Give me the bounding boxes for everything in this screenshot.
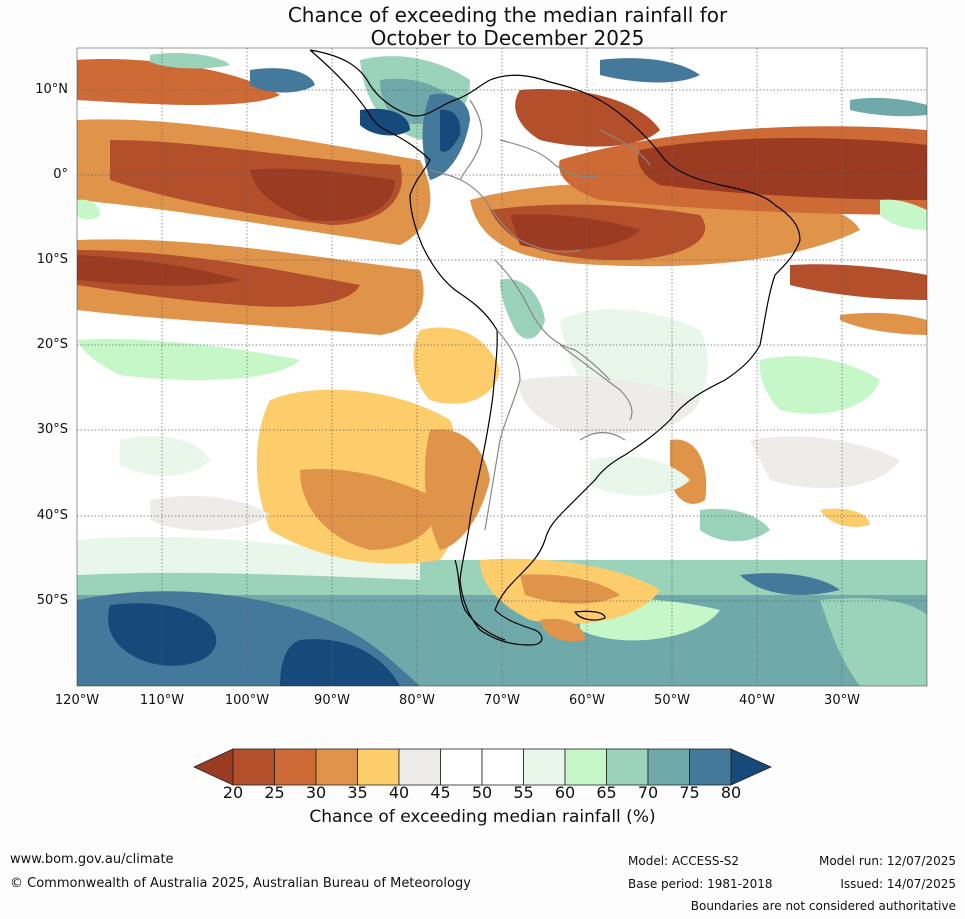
lat-label-50s: 50°S xyxy=(36,593,68,608)
lon-label-80w: 80°W xyxy=(399,693,435,708)
map-title-line-2: October to December 2025 xyxy=(370,26,645,50)
lon-label-50w: 50°W xyxy=(654,693,690,708)
colorbar-tick: 65 xyxy=(596,783,617,802)
colorbar-tick: 35 xyxy=(347,783,368,802)
lon-label-120w: 120°W xyxy=(54,693,100,708)
colorbar-tick: 60 xyxy=(554,783,576,802)
graticule xyxy=(77,48,927,686)
colorbar-tick: 50 xyxy=(471,783,493,802)
colorbar-tick: 40 xyxy=(388,783,410,802)
colorbar-tick: 55 xyxy=(513,783,534,802)
lat-label-10s: 10°S xyxy=(36,252,68,267)
lat-label-30s: 30°S xyxy=(36,422,68,437)
lat-label-40s: 40°S xyxy=(36,508,68,523)
issued-date: Issued: 14/07/2025 xyxy=(840,877,956,891)
copyright-notice: © Commonwealth of Australia 2025, Austra… xyxy=(10,876,471,891)
colorbar xyxy=(193,748,772,786)
lon-label-110w: 110°W xyxy=(139,693,185,708)
lat-label-0: 0° xyxy=(53,167,68,182)
lon-label-70w: 70°W xyxy=(484,693,520,708)
colorbar-tick: 25 xyxy=(264,783,285,802)
colorbar-tick: 70 xyxy=(637,783,659,802)
lon-label-100w: 100°W xyxy=(224,693,270,708)
colorbar-tick: 30 xyxy=(305,783,327,802)
base-period: Base period: 1981-2018 xyxy=(628,877,773,891)
country-borders xyxy=(429,99,651,531)
lat-label-20s: 20°S xyxy=(36,337,68,352)
coastline xyxy=(309,49,801,646)
bom-website-link[interactable]: www.bom.gov.au/climate xyxy=(10,852,174,867)
colorbar-title: Chance of exceeding median rainfall (%) xyxy=(309,807,656,827)
colorbar-tick: 75 xyxy=(679,783,700,802)
lon-label-40w: 40°W xyxy=(739,693,775,708)
map-title-line-1: Chance of exceeding the median rainfall … xyxy=(287,3,728,27)
colorbar-tick: 80 xyxy=(720,783,742,802)
colorbar-tick: 45 xyxy=(430,783,451,802)
map-field xyxy=(77,48,927,686)
boundaries-disclaimer: Boundaries are not considered authoritat… xyxy=(690,899,956,913)
model-run-date: Model run: 12/07/2025 xyxy=(818,854,956,868)
lon-label-90w: 90°W xyxy=(314,693,350,708)
lat-label-10n: 10°N xyxy=(35,82,68,97)
model-name: Model: ACCESS-S2 xyxy=(628,854,740,868)
lon-label-30w: 30°W xyxy=(824,693,860,708)
lon-label-60w: 60°W xyxy=(569,693,605,708)
colorbar-tick: 20 xyxy=(222,783,244,802)
